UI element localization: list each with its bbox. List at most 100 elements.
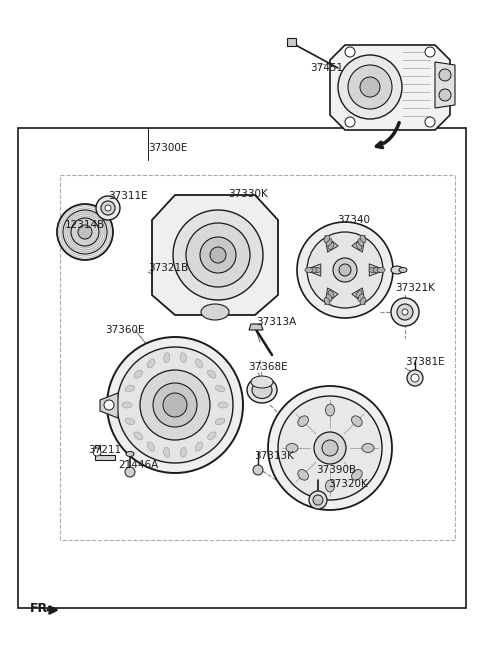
Ellipse shape xyxy=(298,469,309,480)
Ellipse shape xyxy=(201,304,229,320)
Circle shape xyxy=(339,264,351,276)
Circle shape xyxy=(278,396,382,500)
Circle shape xyxy=(425,117,435,127)
Ellipse shape xyxy=(164,447,170,457)
Circle shape xyxy=(117,347,233,463)
Ellipse shape xyxy=(360,235,366,242)
Circle shape xyxy=(63,210,107,254)
Circle shape xyxy=(125,467,135,477)
Ellipse shape xyxy=(369,268,377,272)
Bar xyxy=(18,128,466,608)
Circle shape xyxy=(333,258,357,282)
Circle shape xyxy=(253,465,263,475)
Ellipse shape xyxy=(351,469,362,480)
Polygon shape xyxy=(352,235,365,252)
Polygon shape xyxy=(249,324,263,330)
Circle shape xyxy=(186,223,250,287)
Circle shape xyxy=(338,55,402,119)
Circle shape xyxy=(439,69,451,81)
Circle shape xyxy=(105,205,111,211)
Ellipse shape xyxy=(325,480,335,492)
Ellipse shape xyxy=(324,235,330,242)
Ellipse shape xyxy=(356,242,362,250)
Text: 37321K: 37321K xyxy=(395,283,435,293)
Ellipse shape xyxy=(125,418,135,424)
Ellipse shape xyxy=(313,268,321,272)
Circle shape xyxy=(101,201,115,215)
Ellipse shape xyxy=(180,353,186,363)
Ellipse shape xyxy=(180,447,186,457)
Ellipse shape xyxy=(360,298,366,305)
Ellipse shape xyxy=(125,385,135,392)
Polygon shape xyxy=(352,288,365,305)
Ellipse shape xyxy=(298,416,309,426)
Circle shape xyxy=(297,222,393,318)
Circle shape xyxy=(322,440,338,456)
Circle shape xyxy=(268,386,392,510)
Circle shape xyxy=(93,448,101,456)
Text: 37300E: 37300E xyxy=(148,143,187,153)
Ellipse shape xyxy=(195,359,203,368)
Circle shape xyxy=(314,432,346,464)
Ellipse shape xyxy=(328,291,334,298)
Ellipse shape xyxy=(356,291,362,298)
Ellipse shape xyxy=(305,268,313,272)
Polygon shape xyxy=(152,195,278,315)
Ellipse shape xyxy=(207,432,216,440)
Text: 37321B: 37321B xyxy=(148,263,188,273)
Text: 37313A: 37313A xyxy=(256,317,296,327)
Ellipse shape xyxy=(377,268,385,272)
Polygon shape xyxy=(325,235,338,252)
Ellipse shape xyxy=(247,377,277,403)
Circle shape xyxy=(153,383,197,427)
Polygon shape xyxy=(330,45,450,130)
Polygon shape xyxy=(435,62,455,108)
Text: 37368E: 37368E xyxy=(248,362,288,372)
Ellipse shape xyxy=(207,370,216,378)
Circle shape xyxy=(210,247,226,263)
Text: 37360E: 37360E xyxy=(105,325,144,335)
Ellipse shape xyxy=(164,353,170,363)
Text: FR.: FR. xyxy=(30,601,53,614)
Text: 21446A: 21446A xyxy=(118,460,158,470)
Text: 37330K: 37330K xyxy=(228,189,268,199)
Circle shape xyxy=(313,495,323,505)
Ellipse shape xyxy=(373,268,381,272)
Ellipse shape xyxy=(147,442,155,451)
Ellipse shape xyxy=(326,294,332,302)
Circle shape xyxy=(71,218,99,246)
Polygon shape xyxy=(100,393,118,418)
Ellipse shape xyxy=(134,432,143,440)
Ellipse shape xyxy=(286,443,298,452)
Text: 12314B: 12314B xyxy=(65,220,105,230)
Ellipse shape xyxy=(358,294,364,302)
Circle shape xyxy=(173,210,263,300)
Ellipse shape xyxy=(251,376,273,388)
Circle shape xyxy=(140,370,210,440)
Ellipse shape xyxy=(325,404,335,416)
Ellipse shape xyxy=(147,359,155,368)
Circle shape xyxy=(309,491,327,509)
Circle shape xyxy=(397,304,413,320)
Circle shape xyxy=(402,309,408,315)
Text: 37390B: 37390B xyxy=(316,465,356,475)
Circle shape xyxy=(345,117,355,127)
Ellipse shape xyxy=(195,442,203,451)
Text: 37340: 37340 xyxy=(337,215,370,225)
Circle shape xyxy=(391,298,419,326)
Circle shape xyxy=(439,89,451,101)
Text: 37451: 37451 xyxy=(310,63,343,73)
Ellipse shape xyxy=(126,452,134,456)
Circle shape xyxy=(425,47,435,57)
Circle shape xyxy=(411,374,419,382)
Ellipse shape xyxy=(309,268,317,272)
Circle shape xyxy=(307,232,383,308)
Polygon shape xyxy=(305,264,321,276)
Ellipse shape xyxy=(358,239,364,246)
Polygon shape xyxy=(369,264,385,276)
Circle shape xyxy=(200,237,236,273)
Ellipse shape xyxy=(391,266,403,274)
Circle shape xyxy=(163,393,187,417)
Polygon shape xyxy=(325,288,338,305)
Circle shape xyxy=(107,337,243,473)
